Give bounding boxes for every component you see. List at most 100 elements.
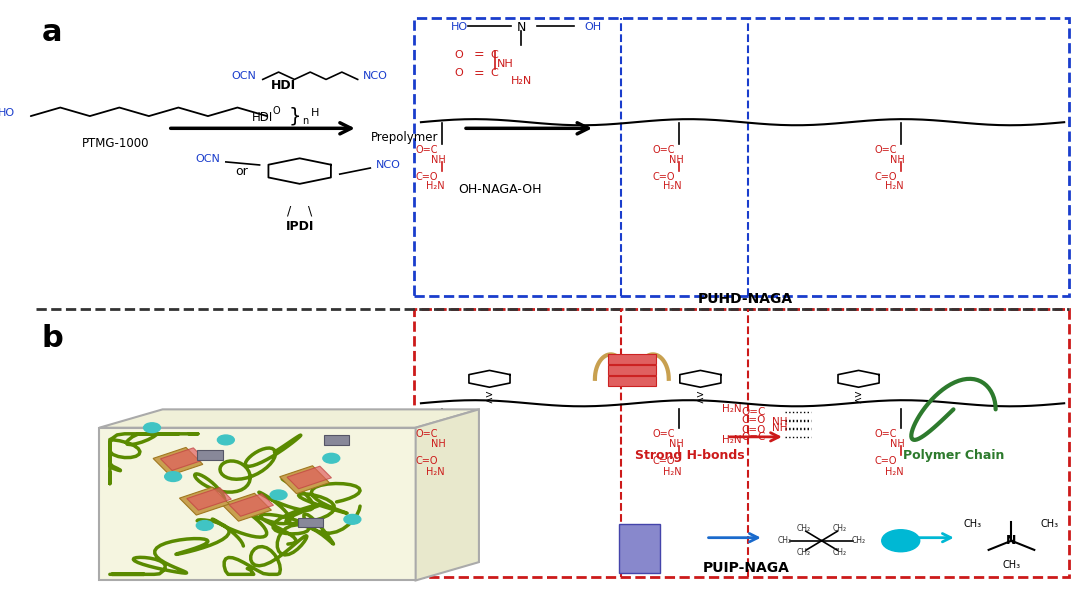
Text: NH: NH (497, 59, 514, 69)
Circle shape (217, 435, 234, 445)
Text: <: < (485, 395, 494, 405)
Text: /: / (287, 204, 292, 218)
Bar (187, 488, 231, 510)
Text: H: H (311, 108, 320, 118)
Text: HO: HO (0, 108, 15, 118)
FancyBboxPatch shape (608, 365, 656, 375)
Text: =: = (474, 48, 484, 62)
Text: C=O: C=O (741, 415, 766, 425)
Text: C=O: C=O (416, 456, 438, 466)
Text: NH: NH (432, 155, 446, 165)
Text: C=O: C=O (875, 172, 896, 182)
Text: <: < (854, 395, 863, 405)
Text: O=C: O=C (416, 429, 438, 439)
Polygon shape (416, 409, 478, 580)
Bar (198, 450, 222, 460)
Text: >: > (485, 389, 494, 399)
Text: C=O: C=O (875, 456, 896, 466)
Text: O=C: O=C (875, 145, 896, 155)
Text: >: > (697, 389, 704, 399)
Text: b: b (41, 324, 63, 353)
Bar (161, 448, 205, 470)
FancyBboxPatch shape (619, 524, 660, 573)
Text: C=O: C=O (416, 172, 438, 182)
Bar (287, 466, 332, 489)
Text: NH: NH (890, 439, 905, 449)
Text: CH₃: CH₃ (963, 519, 982, 529)
Text: C=O: C=O (653, 456, 675, 466)
Circle shape (197, 521, 213, 530)
Text: CH₂: CH₂ (833, 524, 847, 533)
Text: NCO: NCO (376, 160, 401, 170)
Text: <: < (697, 395, 704, 405)
Text: NH: NH (669, 155, 684, 165)
Text: >: > (854, 389, 863, 399)
Text: n: n (301, 116, 308, 126)
Text: O=C: O=C (741, 408, 766, 417)
Polygon shape (99, 409, 478, 428)
Text: H₂N: H₂N (427, 467, 445, 477)
Circle shape (323, 453, 340, 463)
Text: NH: NH (772, 417, 787, 426)
Text: H₂N: H₂N (663, 467, 683, 477)
Text: NH: NH (432, 439, 446, 449)
Text: =: = (474, 67, 484, 80)
Text: H₂N: H₂N (511, 76, 531, 86)
Text: \: \ (308, 204, 312, 218)
Text: O=C: O=C (875, 429, 896, 439)
Text: C: C (491, 68, 499, 78)
Text: NCO: NCO (363, 71, 388, 81)
Text: C=O: C=O (653, 172, 675, 182)
Text: PUIP-NAGA: PUIP-NAGA (702, 562, 789, 575)
Text: PUHD-NAGA: PUHD-NAGA (698, 293, 794, 306)
Text: N: N (1007, 534, 1016, 547)
Bar (229, 494, 273, 516)
Circle shape (144, 423, 161, 433)
FancyBboxPatch shape (608, 354, 656, 364)
Bar (298, 518, 323, 527)
Text: HDI: HDI (271, 79, 296, 92)
Text: O=C: O=C (741, 432, 766, 442)
Text: OH: OH (584, 23, 602, 32)
Text: OCN: OCN (195, 154, 220, 164)
Bar (324, 435, 349, 445)
Text: H₂N: H₂N (885, 467, 904, 477)
Text: }: } (288, 106, 300, 126)
Text: C=O: C=O (741, 425, 766, 434)
Text: Polymer Chain: Polymer Chain (903, 448, 1004, 462)
Text: O: O (455, 50, 463, 60)
Text: H₂N: H₂N (427, 181, 445, 191)
Text: O: O (272, 106, 280, 116)
Circle shape (164, 472, 181, 481)
Text: Prepolymer: Prepolymer (372, 131, 438, 144)
Text: H₂N: H₂N (723, 435, 742, 445)
Text: a: a (41, 18, 62, 47)
Bar (280, 466, 329, 494)
Text: CH₂: CH₂ (833, 548, 847, 557)
Text: HO: HO (451, 23, 469, 32)
Bar (153, 447, 203, 475)
Text: Strong H-bonds: Strong H-bonds (635, 448, 744, 462)
Bar (179, 487, 229, 515)
FancyBboxPatch shape (608, 376, 656, 386)
Text: O: O (455, 68, 463, 78)
Text: HDI: HDI (252, 111, 273, 124)
Text: NH: NH (669, 439, 684, 449)
Text: N: N (516, 21, 526, 34)
Text: PTMG-1000: PTMG-1000 (81, 137, 149, 150)
Polygon shape (99, 428, 416, 580)
Text: H₂N: H₂N (723, 404, 742, 414)
Circle shape (270, 490, 287, 500)
Text: CH₃: CH₃ (1002, 560, 1021, 570)
Text: H₂N: H₂N (885, 181, 904, 191)
Text: OCN: OCN (231, 71, 256, 81)
Text: CH₂: CH₂ (851, 536, 865, 545)
Text: IPDI: IPDI (285, 219, 314, 233)
Text: O=C: O=C (653, 145, 675, 155)
Text: CH₂: CH₂ (796, 524, 810, 533)
Text: CH₂: CH₂ (796, 548, 810, 557)
Circle shape (881, 530, 920, 552)
Circle shape (343, 514, 361, 524)
Text: H₂N: H₂N (663, 181, 683, 191)
Text: or: or (235, 164, 248, 178)
